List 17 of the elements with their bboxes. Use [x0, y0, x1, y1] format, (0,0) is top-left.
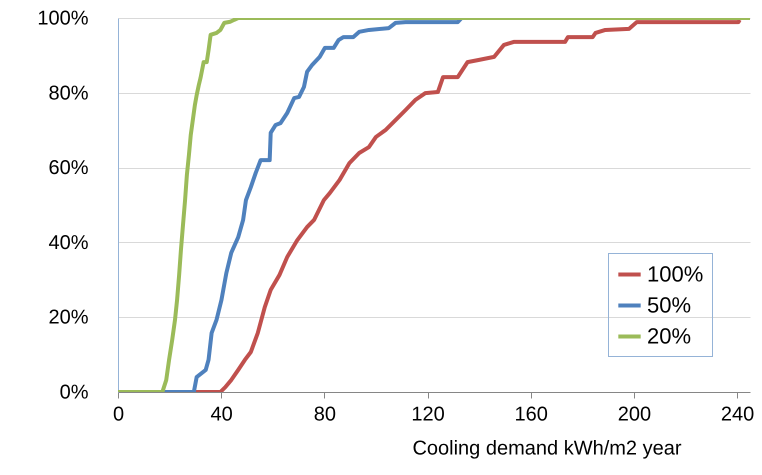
y-tick-label: 80%	[48, 82, 89, 104]
x-axis-title: Cooling demand kWh/m2 year	[412, 438, 682, 460]
x-tick-label: 160	[514, 404, 548, 426]
x-tick-label: 120	[411, 404, 445, 426]
y-tick-label: 0%	[60, 382, 89, 404]
y-tick-label: 60%	[48, 157, 89, 180]
legend-label: 20%	[647, 324, 692, 348]
x-tick-label: 0	[112, 404, 124, 426]
x-tick-label: 80	[314, 404, 336, 426]
y-tick-label: 100%	[37, 8, 89, 30]
y-tick-label: 40%	[48, 232, 89, 254]
x-tick-label: 240	[720, 404, 754, 426]
legend-label: 100%	[647, 262, 704, 286]
x-tick-label: 40	[210, 404, 233, 426]
legend-label: 50%	[647, 292, 692, 318]
y-tick-label: 20%	[48, 306, 89, 329]
x-tick-label: 200	[618, 404, 652, 426]
